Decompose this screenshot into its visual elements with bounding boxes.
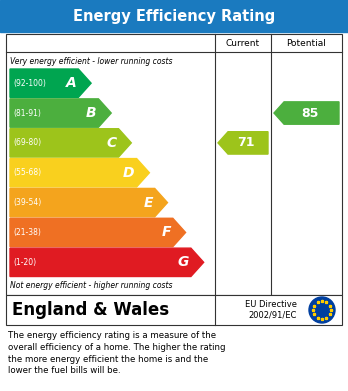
Polygon shape <box>10 218 185 247</box>
Polygon shape <box>274 102 339 124</box>
Text: England & Wales: England & Wales <box>12 301 169 319</box>
Text: C: C <box>106 136 117 150</box>
Text: Energy Efficiency Rating: Energy Efficiency Rating <box>73 9 275 23</box>
Text: E: E <box>143 196 153 210</box>
Text: (92-100): (92-100) <box>13 79 46 88</box>
Polygon shape <box>10 248 204 276</box>
Text: (55-68): (55-68) <box>13 168 41 177</box>
Text: (69-80): (69-80) <box>13 138 41 147</box>
Polygon shape <box>10 129 131 157</box>
Text: (81-91): (81-91) <box>13 109 41 118</box>
Bar <box>6 295 342 325</box>
Text: Potential: Potential <box>286 38 326 47</box>
Text: D: D <box>123 166 135 180</box>
Text: Current: Current <box>226 38 260 47</box>
Circle shape <box>309 297 335 323</box>
Polygon shape <box>10 69 91 97</box>
Bar <box>6 34 342 295</box>
Polygon shape <box>10 99 111 127</box>
Text: A: A <box>65 76 76 90</box>
Bar <box>0 0 348 32</box>
Text: 85: 85 <box>301 106 318 120</box>
Text: EU Directive
2002/91/EC: EU Directive 2002/91/EC <box>245 300 297 320</box>
Text: The energy efficiency rating is a measure of the
overall efficiency of a home. T: The energy efficiency rating is a measur… <box>8 331 226 375</box>
Polygon shape <box>218 132 268 154</box>
Text: (1-20): (1-20) <box>13 258 36 267</box>
Text: G: G <box>177 255 189 269</box>
Polygon shape <box>10 159 149 187</box>
Text: F: F <box>161 226 171 239</box>
Text: Very energy efficient - lower running costs: Very energy efficient - lower running co… <box>10 57 173 66</box>
Text: (21-38): (21-38) <box>13 228 41 237</box>
Text: B: B <box>86 106 96 120</box>
Text: 71: 71 <box>237 136 255 149</box>
Polygon shape <box>10 188 167 217</box>
Text: Not energy efficient - higher running costs: Not energy efficient - higher running co… <box>10 280 173 289</box>
Text: (39-54): (39-54) <box>13 198 41 207</box>
